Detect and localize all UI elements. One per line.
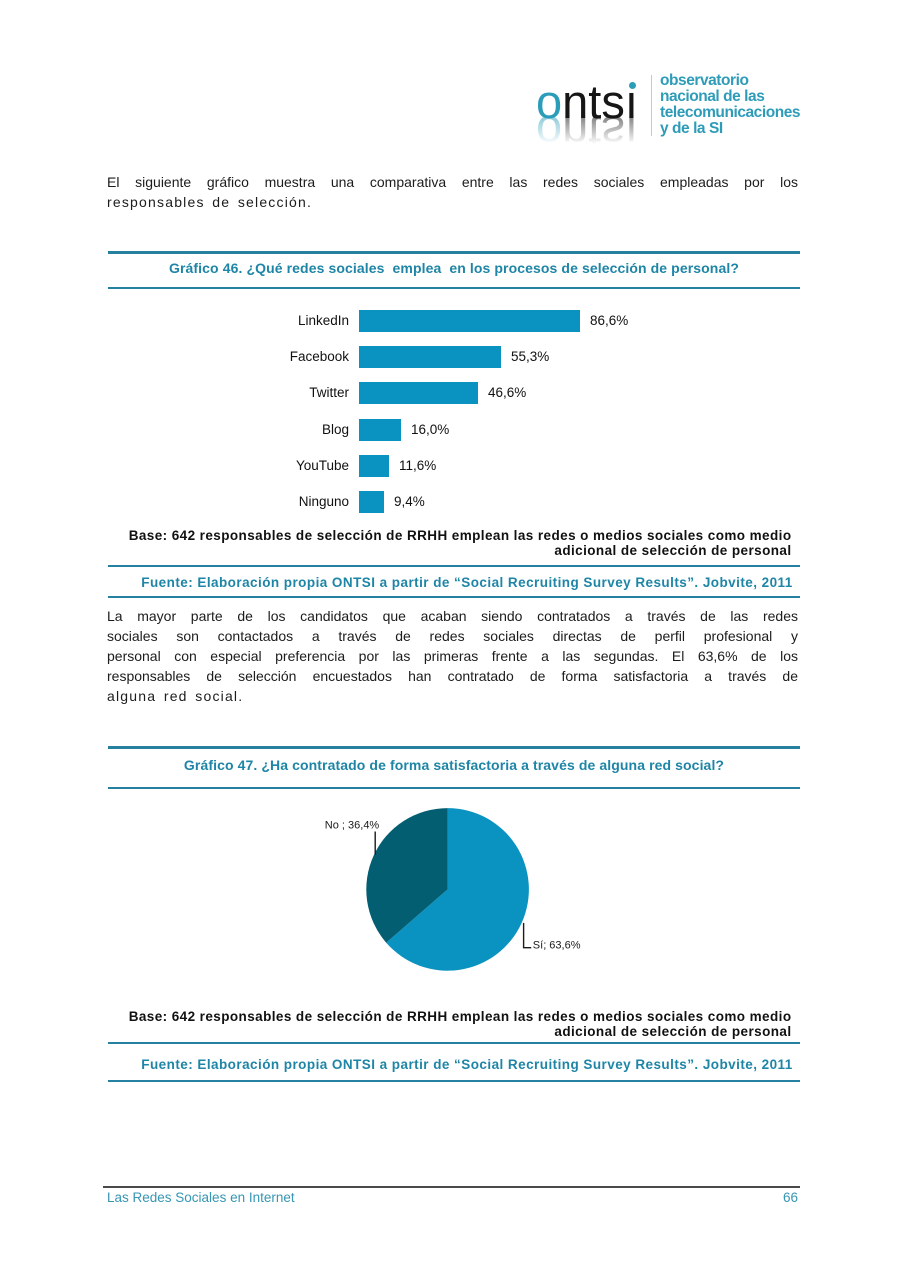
svg-text:Sí; 63,6%: Sí; 63,6% [533,939,581,951]
svg-text:No ; 36,4%: No ; 36,4% [325,820,380,832]
